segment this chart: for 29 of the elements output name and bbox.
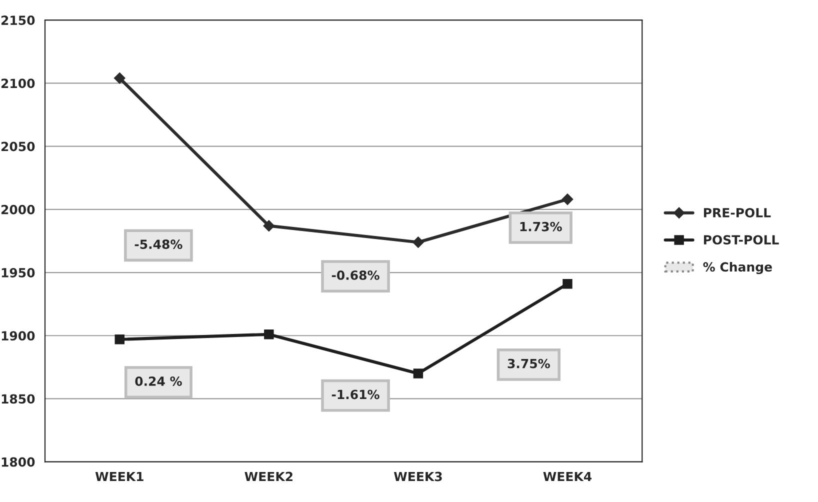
y-tick-label: 2100 <box>1 78 35 88</box>
y-tick-label: 2050 <box>1 142 35 152</box>
y-tick-label: 1900 <box>2 331 35 341</box>
point <box>263 220 275 232</box>
annotation: -1.61% <box>332 390 380 400</box>
point <box>562 279 572 289</box>
point <box>412 236 424 248</box>
annotation: 3.75% <box>508 358 550 368</box>
text: % Change <box>703 262 772 274</box>
annotation: -0.68% <box>332 270 380 280</box>
x-tick-label: WEEK4 <box>543 472 592 482</box>
point <box>413 368 424 378</box>
y-tick-label: 2000 <box>1 204 35 214</box>
point <box>114 334 124 344</box>
x-tick-label: WEEK1 <box>95 472 144 482</box>
x-tick-label: WEEK3 <box>394 472 442 482</box>
annotation: 1.73% <box>520 222 562 232</box>
point <box>264 330 274 340</box>
y-tick-label: 2150 <box>1 16 35 26</box>
x-tick-label: WEEK2 <box>244 472 292 482</box>
legend-label: PRE-POLL <box>704 208 771 218</box>
y-tick-label: 1800 <box>2 457 35 467</box>
annotation: 0.24 % <box>135 376 182 386</box>
y-tick-label: 1950 <box>2 268 35 278</box>
y-tick-label: 1850 <box>2 394 35 404</box>
point <box>114 72 126 84</box>
point <box>562 194 574 205</box>
legend-label: POST-POLL <box>704 235 779 245</box>
annotation: -5.48% <box>134 240 182 250</box>
